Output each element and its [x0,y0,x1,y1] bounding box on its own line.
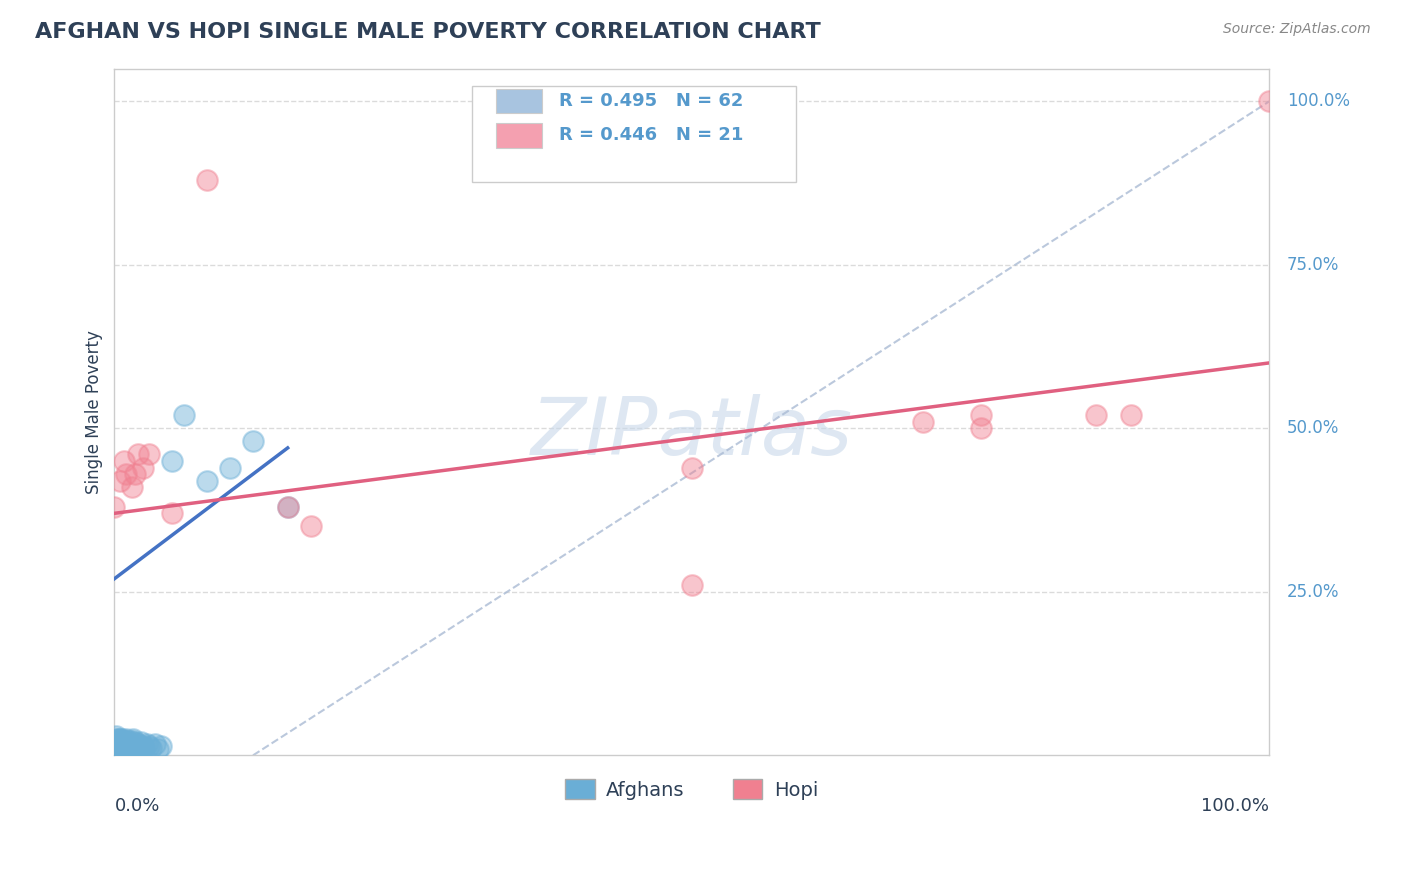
Point [104,735,127,749]
Point [107,739,129,753]
Point [122,731,145,746]
Point [134,740,156,755]
Point [115,734,138,748]
Point [118,737,141,751]
Point [277,500,299,514]
Bar [495,89,541,113]
Text: 100.0%: 100.0% [1202,797,1270,814]
Point [970,408,993,422]
Text: 0.0%: 0.0% [114,797,160,814]
Point [120,739,142,753]
Point [148,741,170,756]
Point [970,421,993,435]
Point [115,739,138,753]
Bar [495,123,541,147]
Point [107,743,129,757]
Text: 100.0%: 100.0% [1286,92,1350,111]
Point [125,739,148,753]
Point [129,735,152,749]
Text: AFGHAN VS HOPI SINGLE MALE POVERTY CORRELATION CHART: AFGHAN VS HOPI SINGLE MALE POVERTY CORRE… [35,22,821,42]
Text: 75.0%: 75.0% [1286,256,1339,274]
Point [108,741,131,756]
Point [111,731,134,746]
Point [149,739,172,753]
Point [681,460,703,475]
Point [127,737,149,751]
Point [195,172,218,186]
Point [1258,94,1281,108]
Point [138,447,160,461]
Point [124,740,146,755]
Point [127,447,149,461]
Point [911,415,934,429]
Point [122,739,145,753]
Point [219,460,242,475]
FancyBboxPatch shape [472,86,796,182]
Point [121,480,143,494]
Point [121,734,143,748]
Point [117,735,139,749]
Point [127,741,149,756]
Point [128,740,150,755]
Point [132,460,155,475]
Point [143,737,166,751]
Point [108,737,131,751]
Text: R = 0.495   N = 62: R = 0.495 N = 62 [560,92,744,110]
Point [141,740,163,755]
Text: R = 0.446   N = 21: R = 0.446 N = 21 [560,127,744,145]
Point [115,731,138,746]
Point [104,739,127,753]
Point [160,506,183,520]
Point [118,740,141,755]
Point [107,731,129,746]
Point [110,743,132,757]
Point [110,734,132,748]
Point [105,741,128,756]
Point [108,474,131,488]
Point [108,740,131,755]
Point [110,739,132,753]
Point [105,735,128,749]
Point [112,734,135,748]
Point [115,467,138,481]
Point [124,735,146,749]
Point [1119,408,1142,422]
Point [115,741,138,756]
Point [681,578,703,592]
Point [121,741,143,756]
Point [138,739,160,753]
Point [112,454,135,468]
Point [132,739,155,753]
Point [108,739,131,753]
Point [195,474,218,488]
Point [242,434,264,449]
Text: ZIPatlas: ZIPatlas [531,393,853,472]
Point [122,737,145,751]
Point [114,735,136,749]
Point [173,408,195,422]
Point [299,519,322,533]
Point [105,731,128,746]
Point [108,735,131,749]
Text: 50.0%: 50.0% [1286,419,1339,437]
Point [117,739,139,753]
Point [112,739,135,753]
Point [111,737,134,751]
Point [103,500,125,514]
Point [277,500,299,514]
Point [135,737,157,751]
Y-axis label: Single Male Poverty: Single Male Poverty [86,330,103,494]
Point [111,740,134,755]
Point [160,454,183,468]
Text: Source: ZipAtlas.com: Source: ZipAtlas.com [1223,22,1371,37]
Point [104,729,127,743]
Point [114,740,136,755]
Point [108,731,131,746]
Point [128,739,150,753]
Point [115,737,138,751]
Legend: Afghans, Hopi: Afghans, Hopi [558,772,827,807]
Text: 25.0%: 25.0% [1286,582,1340,601]
Point [124,467,146,481]
Point [1085,408,1108,422]
